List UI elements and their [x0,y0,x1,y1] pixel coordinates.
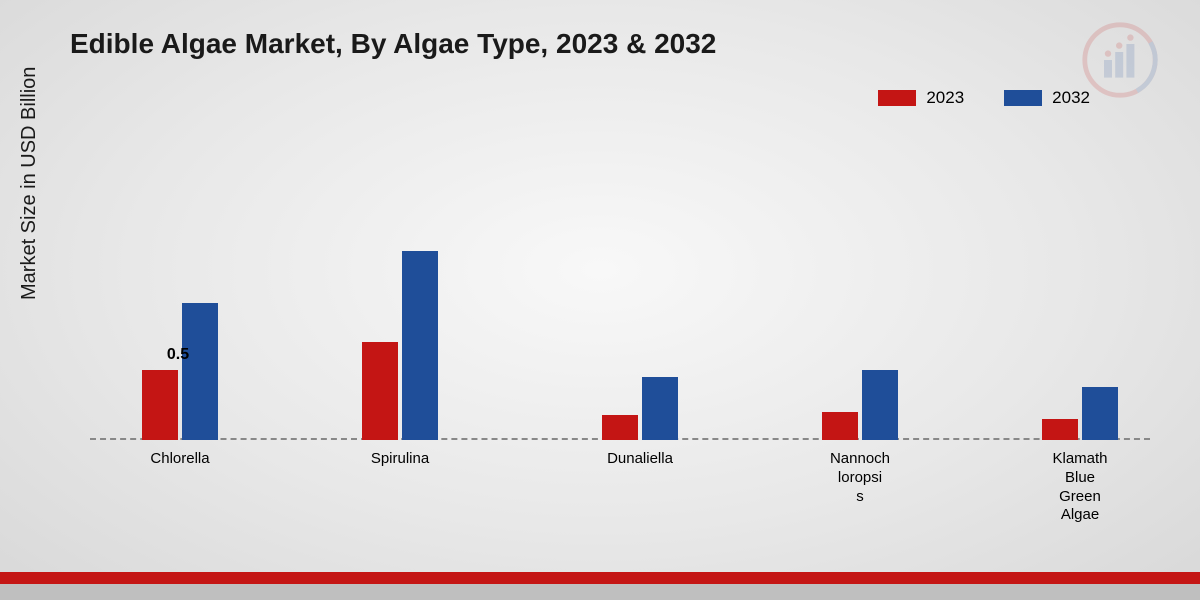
x-tick-label: Klamath Blue Green Algae [1052,450,1107,525]
bar-group: Klamath Blue Green Algae [1030,387,1130,440]
bar [362,342,398,440]
legend-swatch-2032 [1004,90,1042,106]
bar [1042,419,1078,440]
bar-value-label: 0.5 [167,346,189,364]
footer-stripe-grey [0,584,1200,600]
x-tick-label: Spirulina [371,450,429,469]
y-axis-label: Market Size in USD Billion [18,67,41,300]
bar [142,370,178,440]
bar [182,303,218,440]
legend-swatch-2023 [878,90,916,106]
legend-label-2032: 2032 [1052,88,1090,108]
bar [862,370,898,440]
bar-group: Dunaliella [590,377,690,440]
chart-title: Edible Algae Market, By Algae Type, 2023… [70,28,716,60]
legend-item-2032: 2032 [1004,88,1090,108]
footer-stripe-red [0,572,1200,584]
watermark-logo [1080,20,1160,100]
bar-group: Nannoch loropsi s [810,370,910,440]
legend-label-2023: 2023 [926,88,964,108]
legend-item-2023: 2023 [878,88,964,108]
plot-area: Chlorella Spirulina Dunaliella Nannoch loro… [90,150,1150,440]
bar [642,377,678,440]
bar-group: Spirulina [350,251,450,440]
bar-group: Chlorella [130,303,230,440]
x-tick-label: Chlorella [150,450,209,469]
x-tick-label: Nannoch loropsi s [830,450,890,506]
legend: 2023 2032 [878,88,1090,108]
bar [602,415,638,440]
bar [1082,387,1118,440]
bar [402,251,438,440]
x-tick-label: Dunaliella [607,450,673,469]
bar [822,412,858,440]
